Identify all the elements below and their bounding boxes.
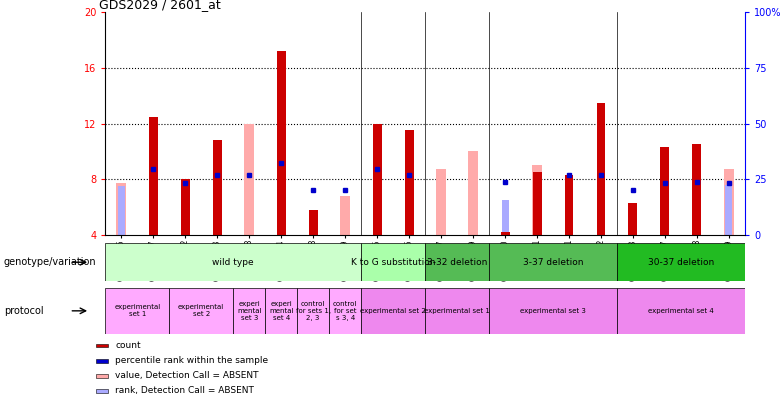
Bar	[425, 243, 489, 281]
Bar	[96, 389, 108, 392]
Bar	[617, 243, 745, 281]
Text: count: count	[115, 341, 141, 350]
Text: rank, Detection Call = ABSENT: rank, Detection Call = ABSENT	[115, 386, 254, 395]
Text: percentile rank within the sample: percentile rank within the sample	[115, 356, 268, 365]
Text: value, Detection Call = ABSENT: value, Detection Call = ABSENT	[115, 371, 259, 380]
Bar	[373, 124, 381, 235]
Bar	[489, 243, 617, 281]
Text: genotype/variation: genotype/variation	[4, 257, 97, 267]
Bar	[565, 175, 573, 235]
Text: 3-32 deletion: 3-32 deletion	[427, 258, 488, 267]
Bar	[693, 145, 701, 235]
Bar	[96, 374, 108, 377]
Text: experi
mental
set 4: experi mental set 4	[269, 301, 293, 321]
Bar	[329, 288, 361, 334]
Bar	[105, 288, 169, 334]
Bar	[361, 243, 425, 281]
Text: experimental set 3: experimental set 3	[520, 308, 586, 314]
Text: wild type: wild type	[212, 258, 254, 267]
Bar	[436, 169, 446, 235]
Bar	[297, 288, 329, 334]
Text: experimental
set 2: experimental set 2	[178, 304, 225, 318]
Text: 3-37 deletion: 3-37 deletion	[523, 258, 583, 267]
Text: experimental
set 1: experimental set 1	[114, 304, 161, 318]
Bar	[489, 288, 617, 334]
Bar	[724, 169, 734, 235]
Bar	[661, 147, 669, 235]
Bar	[468, 151, 478, 235]
Bar	[309, 210, 317, 235]
Text: protocol: protocol	[4, 306, 44, 316]
Text: control
for sets 1,
2, 3: control for sets 1, 2, 3	[296, 301, 331, 321]
Bar	[169, 288, 233, 334]
Bar	[181, 179, 190, 235]
Bar	[233, 288, 265, 334]
Bar	[116, 183, 126, 235]
Bar	[629, 203, 637, 235]
Bar	[265, 288, 297, 334]
Bar	[532, 165, 542, 235]
Bar	[533, 172, 541, 235]
Bar	[277, 51, 285, 235]
Bar	[425, 288, 489, 334]
Bar	[105, 243, 361, 281]
Bar	[361, 288, 425, 334]
Text: GDS2029 / 2601_at: GDS2029 / 2601_at	[99, 0, 221, 11]
Bar	[725, 185, 732, 235]
Text: experimental set 4: experimental set 4	[648, 308, 714, 314]
Bar	[96, 344, 108, 347]
Bar	[502, 200, 509, 235]
Text: experimental set 2: experimental set 2	[360, 308, 426, 314]
Bar	[213, 140, 222, 235]
Bar	[149, 117, 158, 235]
Bar	[118, 186, 125, 235]
Bar	[617, 288, 745, 334]
Text: experi
mental
set 3: experi mental set 3	[237, 301, 261, 321]
Text: experimental set 1: experimental set 1	[424, 308, 490, 314]
Bar	[501, 232, 509, 235]
Bar	[597, 102, 605, 235]
Bar	[405, 130, 413, 235]
Text: 30-37 deletion: 30-37 deletion	[648, 258, 714, 267]
Text: K to G substitution: K to G substitution	[351, 258, 435, 267]
Bar	[340, 196, 350, 235]
Bar	[244, 124, 254, 235]
Bar	[96, 359, 108, 362]
Text: control
for set
s 3, 4: control for set s 3, 4	[333, 301, 357, 321]
